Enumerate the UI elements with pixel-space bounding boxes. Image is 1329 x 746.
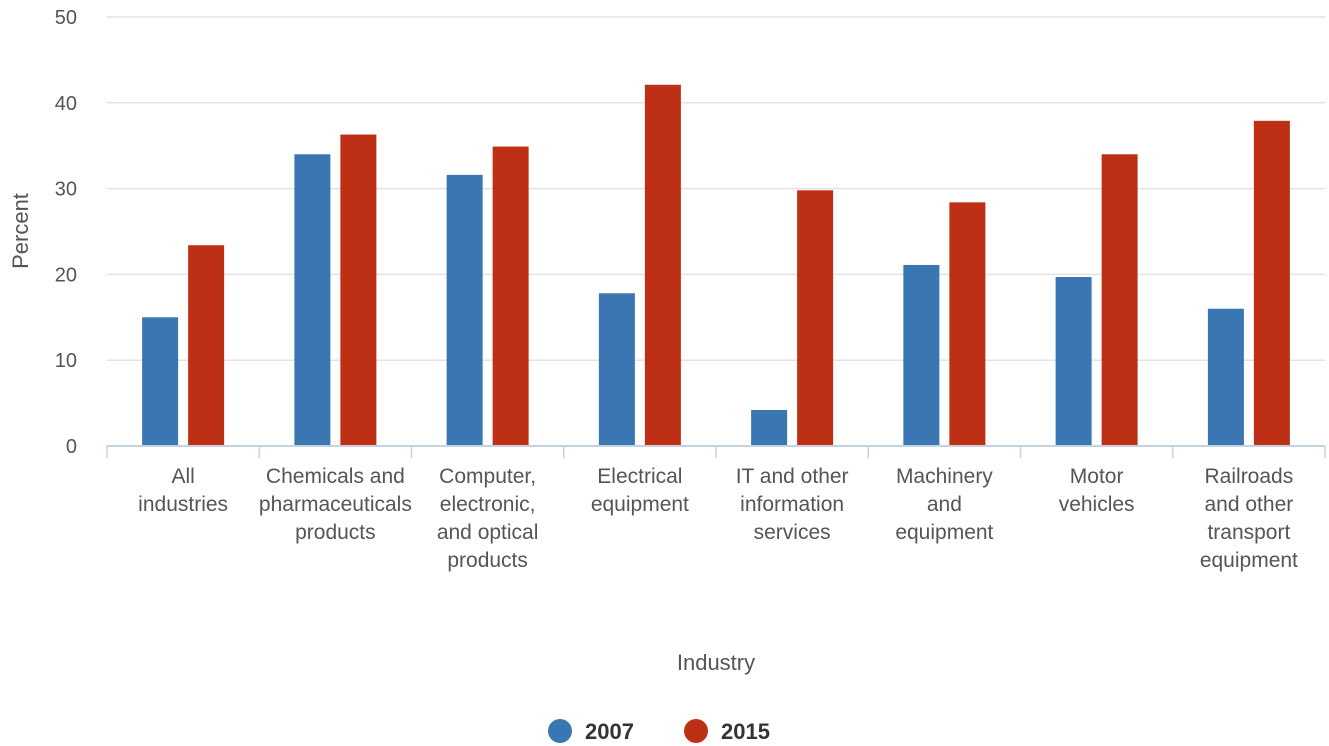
legend-marker [548,719,572,743]
bars [142,84,1290,447]
legend-marker [684,719,708,743]
y-tick-label: 50 [55,7,77,29]
bar-2015 [1101,154,1138,446]
bar-2007 [1207,308,1244,446]
bar-2007 [446,174,483,446]
legend: 2007 2015 [548,719,770,744]
bar-2007 [294,154,331,446]
y-tick-label: 40 [55,93,77,115]
y-axis-title: Percent [8,193,33,269]
y-tick-label: 0 [66,436,77,458]
bar-2015 [340,134,377,446]
x-category-label: Electrical equipment [591,465,689,516]
x-axis-title: Industry [677,650,755,675]
gridlines [107,16,1325,361]
x-category-label: IT and other information services [736,465,849,544]
bar-2007 [1055,276,1092,446]
y-tick-label: 10 [55,350,77,372]
bar-2015 [797,190,834,446]
x-category-label: Chemicals and pharmaceuticals products [259,465,412,544]
bar-2007 [598,293,635,446]
x-category-label: Railroads and other transport equipment [1200,465,1298,572]
bar-2015 [492,146,529,447]
x-category-label: Computer, electronic, and optical products [437,465,539,572]
y-axis-ticks: 0 10 20 30 40 50 [55,7,77,458]
x-category-label: Machinery and equipment [895,465,993,544]
y-tick-label: 30 [55,179,77,201]
bar-2015 [949,202,986,446]
bar-2007 [903,264,940,446]
y-tick-label: 20 [55,264,77,286]
bar-2015 [1253,120,1290,447]
legend-label: 2007 [585,719,634,744]
x-category-label: Motor vehicles [1059,465,1135,516]
legend-label: 2015 [721,719,770,744]
x-category-label: All industries [138,465,228,516]
bar-2015 [188,245,225,446]
x-axis-ticks: All industries Chemicals and pharmaceutical… [106,446,1326,572]
bar-2015 [644,84,681,447]
bar-2007 [751,409,788,446]
bar-2007 [142,317,179,446]
